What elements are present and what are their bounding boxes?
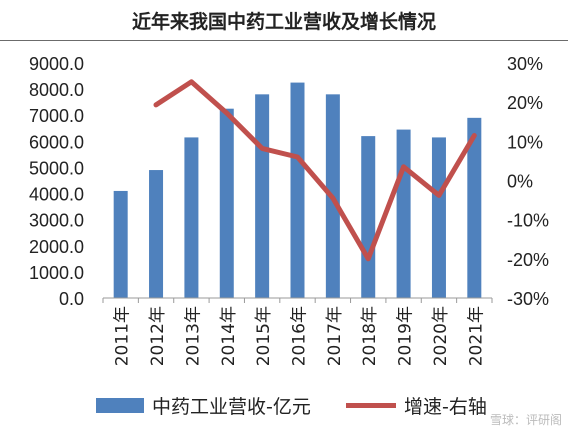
bar-2013年 [184, 137, 199, 298]
x-axis-tick-label: 2019年 [396, 306, 416, 366]
legend-item-line: 增速-右轴 [346, 392, 487, 419]
right-axis-tick-label: 0% [507, 172, 533, 192]
x-axis-tick-label: 2015年 [254, 306, 274, 366]
bar-2021年 [467, 117, 482, 298]
left-axis-tick-label: 8000.0 [29, 80, 84, 100]
bar-2020年 [431, 137, 446, 298]
left-axis-tick-label: 9000.0 [29, 54, 84, 74]
right-axis-tick-label: 10% [507, 132, 543, 152]
right-axis-tick-label: -20% [507, 250, 549, 270]
x-axis-tick-label: 2014年 [219, 306, 239, 366]
bar-2019年 [396, 129, 411, 298]
legend: 中药工业营收-亿元 增速-右轴 [0, 392, 568, 422]
bar-2011年 [113, 190, 128, 298]
title-underline [0, 40, 568, 41]
left-axis-tick-label: 1000.0 [29, 263, 84, 283]
legend-label-line: 增速-右轴 [404, 396, 487, 418]
left-axis-tick-label: 3000.0 [29, 211, 84, 231]
bar-2018年 [361, 136, 376, 298]
growth-line [153, 79, 477, 262]
x-axis-tick-label: 2017年 [325, 306, 345, 366]
x-axis-tick-label: 2016年 [290, 306, 310, 366]
x-axis-tick-label: 2018年 [360, 306, 380, 366]
right-axis-tick-label: -30% [507, 289, 549, 309]
watermark: 雪球：评研阁 [489, 413, 562, 427]
right-axis-tick-label: 20% [507, 93, 543, 113]
left-axis-tick-label: 4000.0 [29, 185, 84, 205]
x-axis-tick-label: 2013年 [183, 306, 203, 366]
left-axis-tick-label: 0.0 [59, 289, 84, 309]
bar-2014年 [219, 108, 234, 298]
legend-swatch-bar [96, 398, 144, 413]
legend-item-bar: 中药工业营收-亿元 [96, 392, 311, 419]
right-axis-tick-label: 30% [507, 54, 543, 74]
x-axis-tick-label: 2021年 [466, 306, 486, 366]
left-axis-tick-label: 5000.0 [29, 158, 84, 178]
chart-title: 近年来我国中药工业营收及增长情况 [132, 10, 436, 33]
bar-2015年 [255, 94, 270, 298]
left-axis-tick-label: 6000.0 [29, 132, 84, 152]
left-axis-tick-label: 7000.0 [29, 106, 84, 126]
right-axis-tick-label: -10% [507, 211, 549, 231]
x-axis-tick-label: 2011年 [113, 306, 133, 366]
legend-swatch-line [346, 403, 396, 408]
bar-2016年 [290, 82, 305, 298]
x-axis-tick-label: 2012年 [148, 306, 168, 366]
legend-label-bar: 中药工业营收-亿元 [152, 396, 311, 418]
left-axis-tick-label: 2000.0 [29, 237, 84, 257]
bar-2012年 [149, 170, 164, 298]
x-axis-tick-label: 2020年 [431, 306, 451, 366]
